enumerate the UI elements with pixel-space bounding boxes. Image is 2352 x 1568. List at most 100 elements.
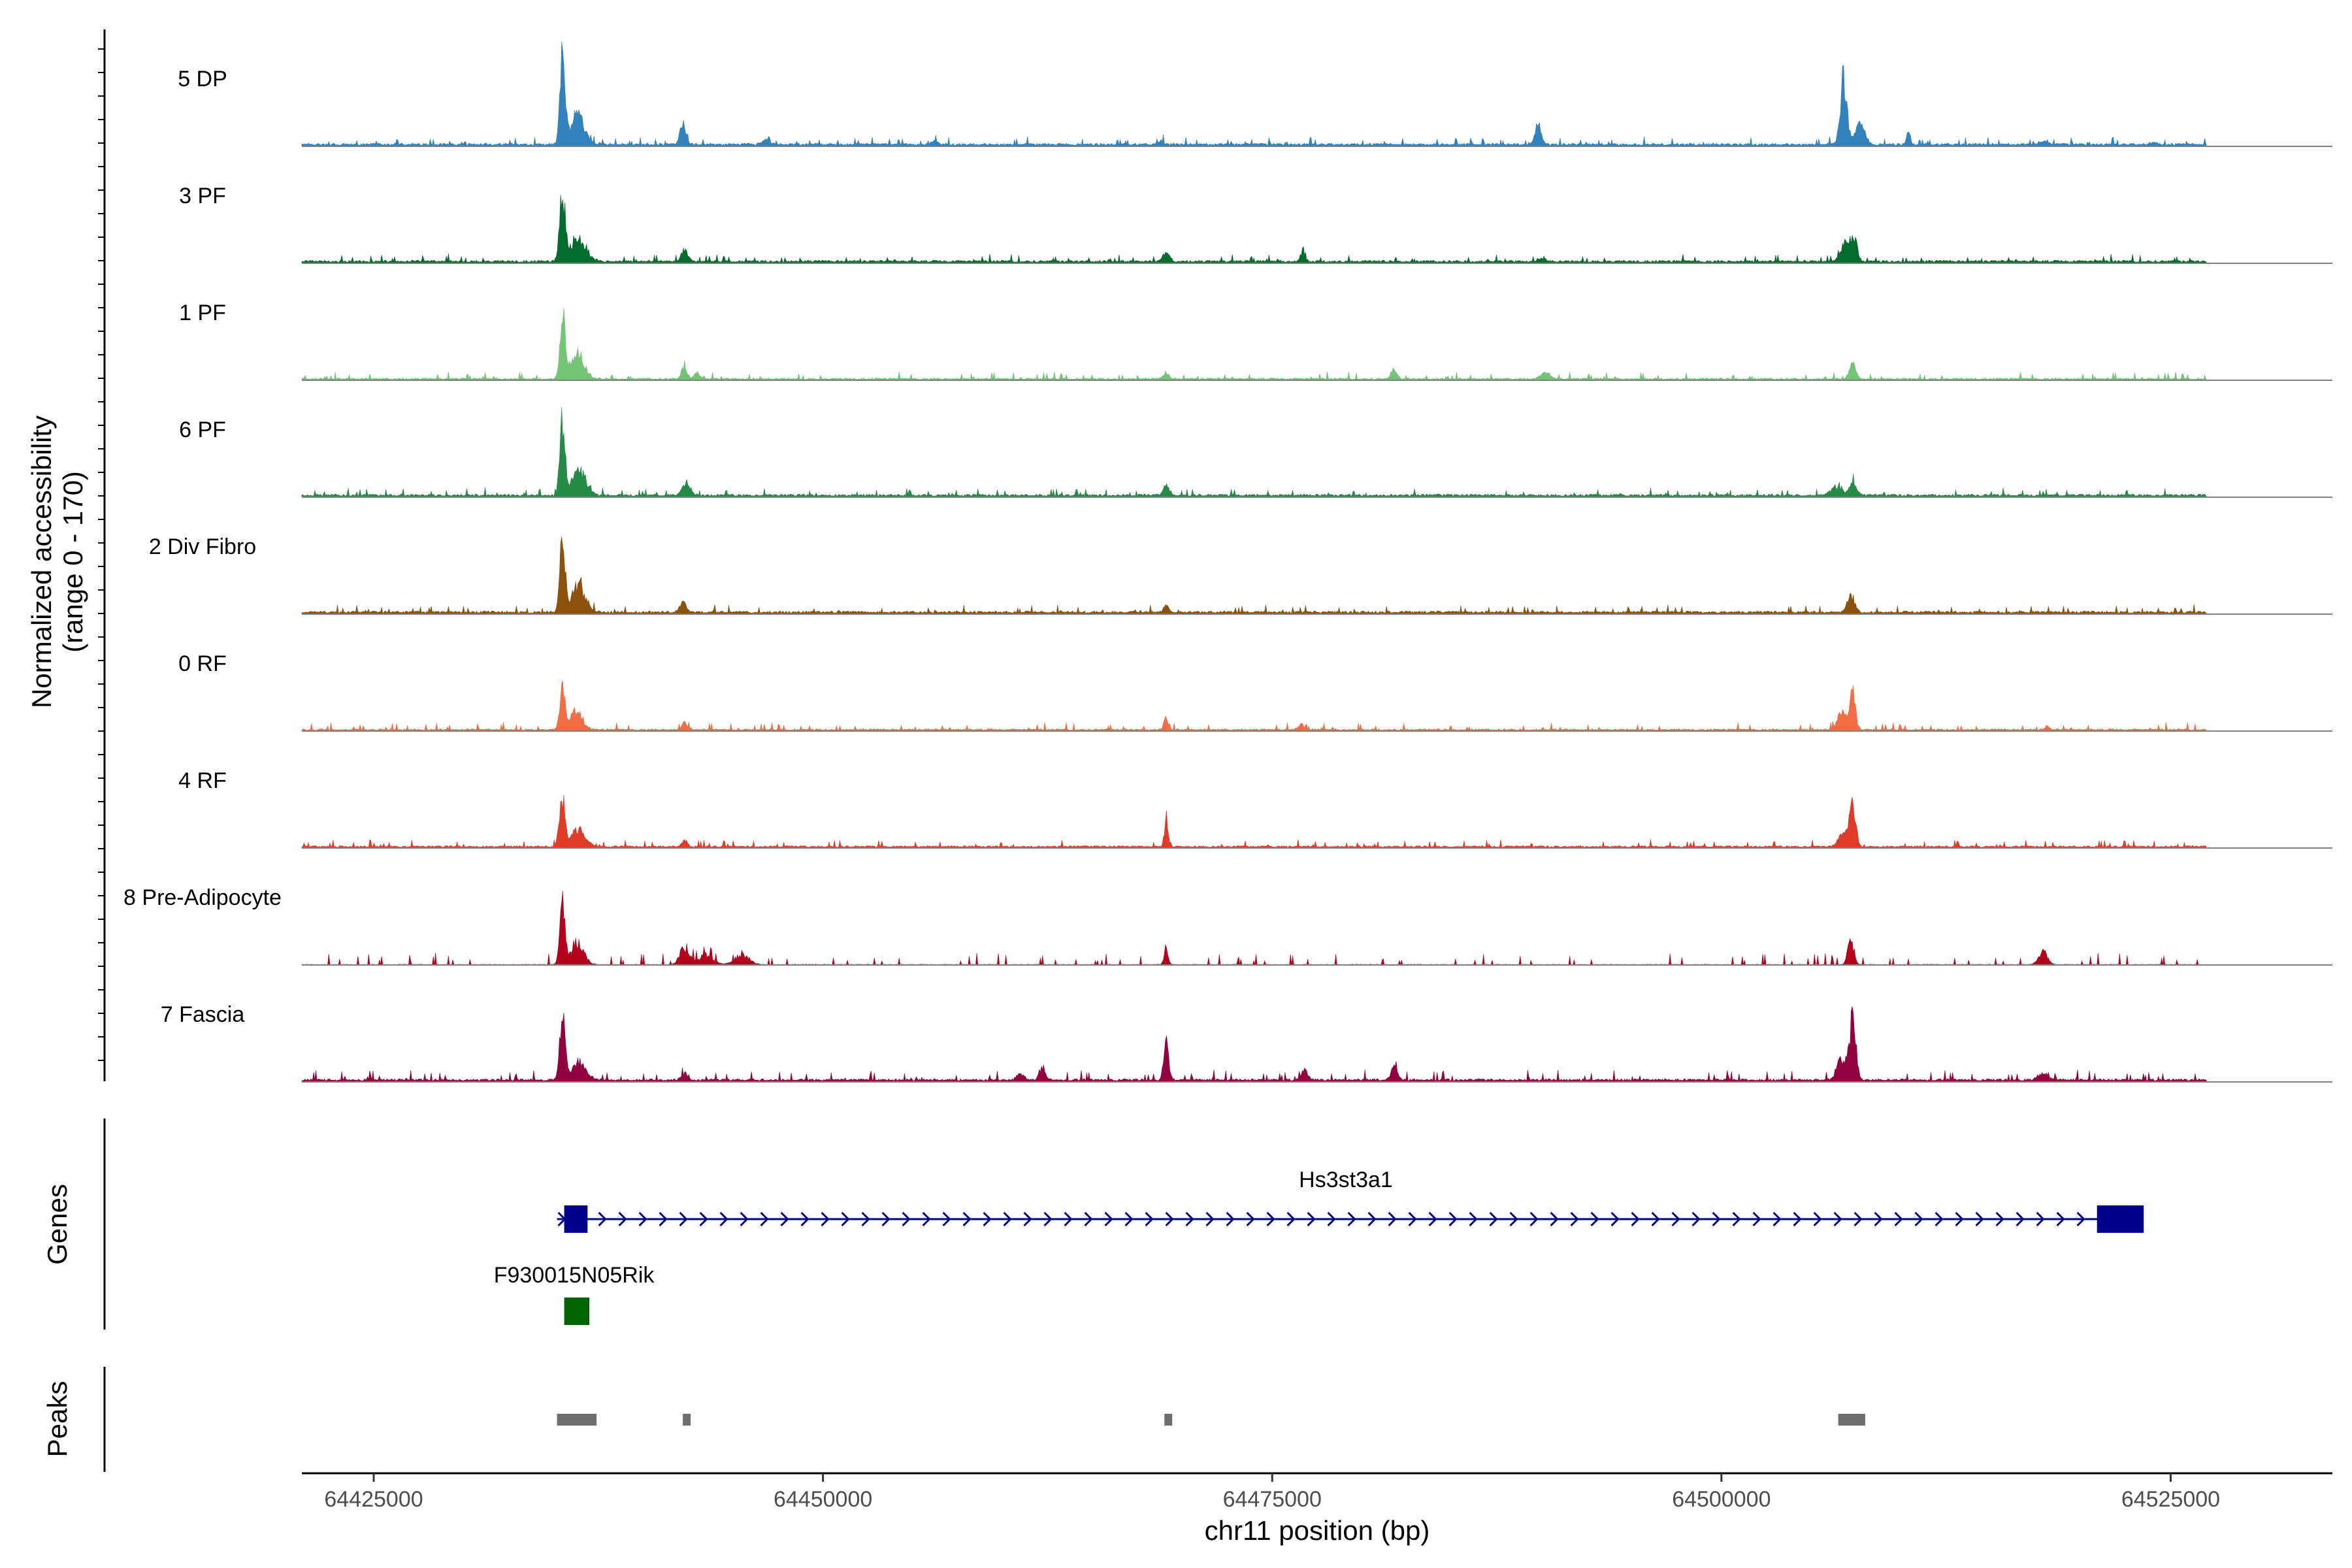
genes-track: Hs3st3a1 F930015N05Rik (494, 1168, 2144, 1325)
strand-arrow (1712, 1211, 1721, 1227)
gene-label: Hs3st3a1 (1299, 1168, 1393, 1192)
track-label: 4 RF (178, 768, 227, 793)
x-axis-title: chr11 position (bp) (1205, 1515, 1430, 1546)
coverage-track: 5 DP (178, 41, 2332, 147)
strand-arrow (1651, 1211, 1660, 1227)
gene-exon (564, 1205, 588, 1233)
strand-arrow (942, 1211, 951, 1227)
coverage-area (301, 308, 2207, 381)
coverage-track: 6 PF (179, 407, 2332, 498)
strand-arrow (1570, 1211, 1579, 1227)
strand-arrow (1367, 1211, 1377, 1227)
strand-arrow (1955, 1211, 1964, 1227)
coverage-tracks: 5 DP 3 PF 1 PF 6 PF 2 Div Fibro 0 RF 4 RF 8 Pre… (123, 41, 2332, 1083)
coverage-area (301, 407, 2207, 498)
strand-arrow (1448, 1211, 1458, 1227)
strand-arrow (1894, 1211, 1903, 1227)
strand-arrow (800, 1211, 809, 1227)
strand-arrow (1023, 1211, 1032, 1227)
track-label: 7 Fascia (161, 1002, 245, 1027)
peaks-track (557, 1414, 1865, 1426)
strand-arrow (1165, 1211, 1174, 1227)
strand-arrow (1124, 1211, 1134, 1227)
x-tick-label: 64450000 (774, 1487, 872, 1512)
y-axis-title-line2: (range 0 - 170) (57, 471, 88, 653)
strand-arrow (1874, 1211, 1883, 1227)
strand-arrow (1064, 1211, 1073, 1227)
strand-arrow (881, 1211, 890, 1227)
coverage-area (301, 41, 2207, 147)
strand-arrow (2036, 1211, 2045, 1227)
strand-arrow (1550, 1211, 1559, 1227)
strand-arrow (1995, 1211, 2004, 1227)
coverage-track: 3 PF (179, 184, 2332, 264)
strand-arrow (1145, 1211, 1154, 1227)
strand-arrow (1104, 1211, 1113, 1227)
strand-arrow (1610, 1211, 1620, 1227)
coverage-area (301, 680, 2207, 732)
peak-region (683, 1414, 691, 1426)
strand-arrow (1246, 1211, 1255, 1227)
strand-arrow (780, 1211, 789, 1227)
strand-arrow (1752, 1211, 1761, 1227)
track-label: 2 Div Fibro (149, 534, 256, 559)
strand-arrow (1813, 1211, 1822, 1227)
coverage-area (301, 195, 2207, 264)
coverage-track: 8 Pre-Adipocyte (123, 885, 2332, 966)
track-label: 3 PF (179, 184, 226, 208)
strand-arrow (861, 1211, 870, 1227)
peak-region (1164, 1414, 1173, 1426)
strand-arrow (1631, 1211, 1640, 1227)
strand-arrow (1529, 1211, 1539, 1227)
strand-arrow (1854, 1211, 1863, 1227)
strand-arrow (1388, 1211, 1397, 1227)
coverage-area (301, 1006, 2207, 1083)
strand-arrow (1428, 1211, 1437, 1227)
strand-arrow (1935, 1211, 1944, 1227)
strand-arrow (598, 1211, 607, 1227)
strand-arrow (1003, 1211, 1012, 1227)
track-label: 1 PF (179, 301, 226, 325)
coverage-track: 1 PF (179, 301, 2332, 381)
strand-arrow (1185, 1211, 1194, 1227)
strand-arrow (962, 1211, 972, 1227)
strand-arrow (1327, 1211, 1336, 1227)
coverage-area (301, 794, 2207, 849)
strand-arrow (841, 1211, 850, 1227)
accessibility-axis-ticks (98, 48, 105, 1061)
strand-arrow (983, 1211, 992, 1227)
x-axis-ticks: 64425000 64450000 64475000 64500000 64525000 (324, 1473, 2220, 1512)
strand-arrow (659, 1211, 668, 1227)
track-label: 5 DP (178, 67, 227, 91)
strand-arrow (679, 1211, 688, 1227)
strand-arrow (1307, 1211, 1316, 1227)
strand-arrow (1772, 1211, 1782, 1227)
strand-arrow (1043, 1211, 1053, 1227)
strand-arrow (2056, 1211, 2065, 1227)
strand-arrow (1833, 1211, 1842, 1227)
strand-arrow (1266, 1211, 1275, 1227)
strand-arrow (2076, 1211, 2085, 1227)
strand-arrow (760, 1211, 769, 1227)
strand-arrow (1226, 1211, 1235, 1227)
gene-model: Hs3st3a1 (557, 1168, 2144, 1233)
strand-arrow (1205, 1211, 1215, 1227)
peak-region (557, 1414, 597, 1426)
strand-arrow (1347, 1211, 1356, 1227)
strand-arrow (1793, 1211, 1802, 1227)
strand-arrow (1286, 1211, 1296, 1227)
strand-arrow (1975, 1211, 1984, 1227)
x-tick-label: 64500000 (1672, 1487, 1771, 1512)
strand-arrow (618, 1211, 627, 1227)
peaks-track-label: Peaks (42, 1381, 73, 1458)
coverage-track: 2 Div Fibro (149, 534, 2332, 615)
strand-arrow (1691, 1211, 1701, 1227)
gene-exon (2097, 1205, 2144, 1233)
strand-arrow (922, 1211, 931, 1227)
track-label: 8 Pre-Adipocyte (123, 885, 282, 910)
coverage-area (301, 536, 2207, 615)
strand-arrow (1084, 1211, 1093, 1227)
strand-arrow (902, 1211, 911, 1227)
genes-track-label: Genes (42, 1184, 73, 1265)
